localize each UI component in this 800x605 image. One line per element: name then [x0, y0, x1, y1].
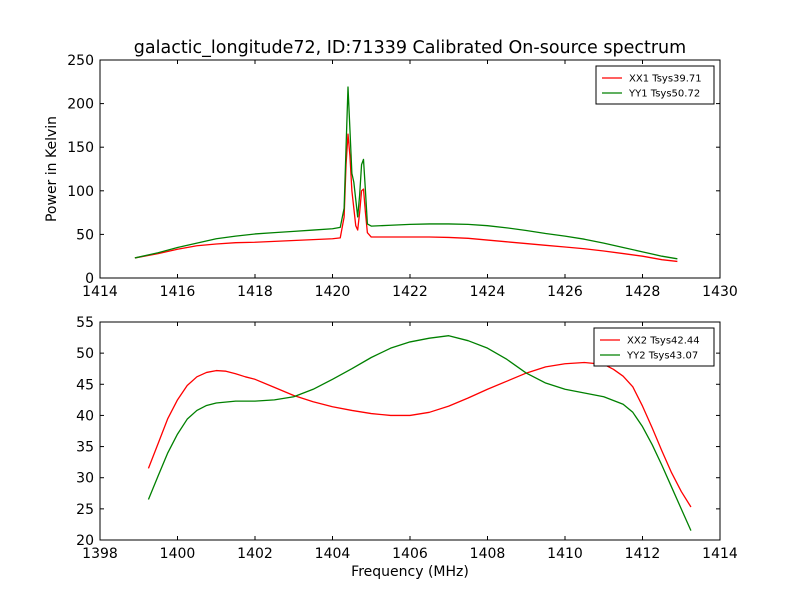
legend: XX1 Tsys39.71 YY1 Tsys50.72	[595, 65, 715, 105]
legend-box	[593, 327, 715, 367]
x-tick-label: 1416	[160, 284, 196, 300]
x-tick-label: 1418	[237, 284, 273, 300]
legend-label: YY1 Tsys50.72	[628, 89, 700, 100]
x-tick-label: 1404	[315, 546, 351, 562]
series-line-yy1	[134, 86, 678, 260]
x-tick-label: 1402	[237, 546, 273, 562]
x-tick-label: 1398	[82, 546, 118, 562]
y-tick-label: 200	[67, 97, 94, 113]
x-tick-label: 1412	[625, 546, 661, 562]
y-tick-label: 0	[85, 271, 94, 287]
x-tick-label: 1406	[392, 546, 428, 562]
series-line-yy2	[147, 335, 692, 531]
legend-label: XX2 Tsys42.44	[627, 336, 700, 347]
y-tick-label: 50	[76, 346, 94, 362]
x-tick-label: 1420	[315, 284, 351, 300]
y-tick-label: 20	[76, 533, 94, 549]
x-tick-label: 1428	[625, 284, 661, 300]
plot-panel-1: XX1 Tsys39.71 YY1 Tsys50.72	[99, 59, 721, 279]
y-tick-label: 40	[76, 408, 94, 424]
y-axis-label: Power in Kelvin	[44, 116, 60, 222]
y-tick-label: 150	[67, 140, 94, 156]
x-axis-label: Frequency (MHz)	[351, 564, 469, 580]
chart-title: galactic_longitude72, ID:71339 Calibrate…	[134, 38, 686, 58]
x-tick-label: 1430	[702, 284, 738, 300]
x-tick-label: 1422	[392, 284, 428, 300]
x-tick-label: 1410	[547, 546, 583, 562]
plot-panel-2: XX2 Tsys42.44 YY2 Tsys43.07	[99, 321, 721, 541]
y-tick-label: 100	[67, 184, 94, 200]
series-line-xx2	[147, 361, 692, 508]
y-tick-label: 35	[76, 440, 94, 456]
series-line-xx1	[134, 133, 678, 263]
x-tick-label: 1400	[160, 546, 196, 562]
legend-box	[595, 65, 715, 105]
x-tick-label: 1426	[547, 284, 583, 300]
y-tick-label: 25	[76, 502, 94, 518]
y-tick-label: 30	[76, 471, 94, 487]
y-tick-label: 50	[76, 227, 94, 243]
x-tick-label: 1408	[470, 546, 506, 562]
x-tick-label: 1424	[470, 284, 506, 300]
y-tick-label: 55	[76, 315, 94, 331]
y-tick-label: 250	[67, 53, 94, 69]
y-tick-label: 45	[76, 377, 94, 393]
legend: XX2 Tsys42.44 YY2 Tsys43.07	[593, 327, 715, 367]
legend-label: XX1 Tsys39.71	[629, 74, 702, 85]
x-tick-label: 1414	[82, 284, 118, 300]
legend-label: YY2 Tsys43.07	[626, 351, 698, 362]
x-tick-label: 1414	[702, 546, 738, 562]
